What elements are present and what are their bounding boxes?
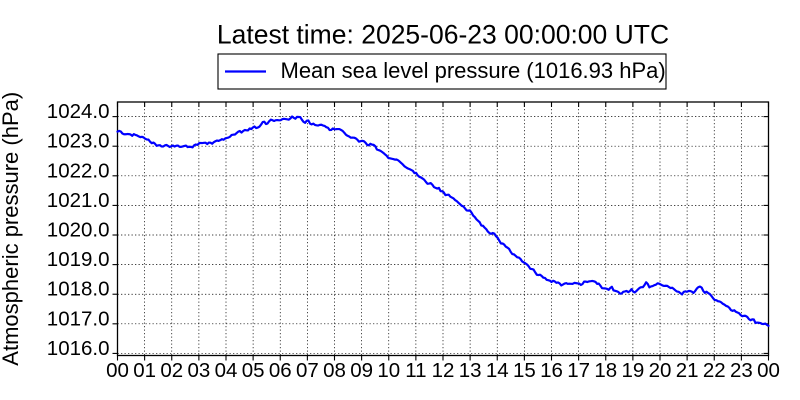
svg-text:09: 09 [350, 359, 373, 382]
svg-text:18: 18 [594, 359, 617, 382]
svg-text:00: 00 [106, 359, 129, 382]
svg-text:20: 20 [649, 359, 672, 382]
svg-text:1023.0: 1023.0 [47, 130, 110, 153]
svg-text:13: 13 [459, 359, 482, 382]
svg-text:1024.0: 1024.0 [47, 100, 110, 123]
svg-text:Atmospheric pressure (hPa): Atmospheric pressure (hPa) [0, 92, 23, 366]
svg-text:01: 01 [133, 359, 156, 382]
svg-text:1021.0: 1021.0 [47, 189, 110, 212]
svg-text:Mean sea level pressure (1016.: Mean sea level pressure (1016.93 hPa) [281, 58, 666, 83]
svg-text:22: 22 [703, 359, 726, 382]
svg-text:10: 10 [377, 359, 400, 382]
svg-text:1016.0: 1016.0 [47, 337, 110, 360]
svg-text:00: 00 [757, 359, 780, 382]
svg-text:02: 02 [160, 359, 183, 382]
svg-text:12: 12 [432, 359, 455, 382]
svg-text:03: 03 [187, 359, 210, 382]
svg-text:16: 16 [540, 359, 563, 382]
svg-text:21: 21 [676, 359, 699, 382]
svg-text:1018.0: 1018.0 [47, 278, 110, 301]
svg-text:1019.0: 1019.0 [47, 248, 110, 271]
svg-text:04: 04 [215, 359, 238, 382]
svg-text:14: 14 [486, 359, 509, 382]
svg-text:06: 06 [269, 359, 292, 382]
svg-text:05: 05 [242, 359, 265, 382]
svg-text:19: 19 [621, 359, 644, 382]
svg-text:1022.0: 1022.0 [47, 159, 110, 182]
svg-text:23: 23 [730, 359, 753, 382]
svg-text:Latest time: 2025-06-23 00:00:: Latest time: 2025-06-23 00:00:00 UTC [217, 20, 669, 50]
svg-text:1017.0: 1017.0 [47, 307, 110, 330]
svg-text:11: 11 [405, 359, 426, 382]
svg-text:1020.0: 1020.0 [47, 219, 110, 242]
svg-text:07: 07 [296, 359, 319, 382]
svg-text:08: 08 [323, 359, 346, 382]
svg-text:15: 15 [513, 359, 536, 382]
svg-text:17: 17 [567, 359, 590, 382]
